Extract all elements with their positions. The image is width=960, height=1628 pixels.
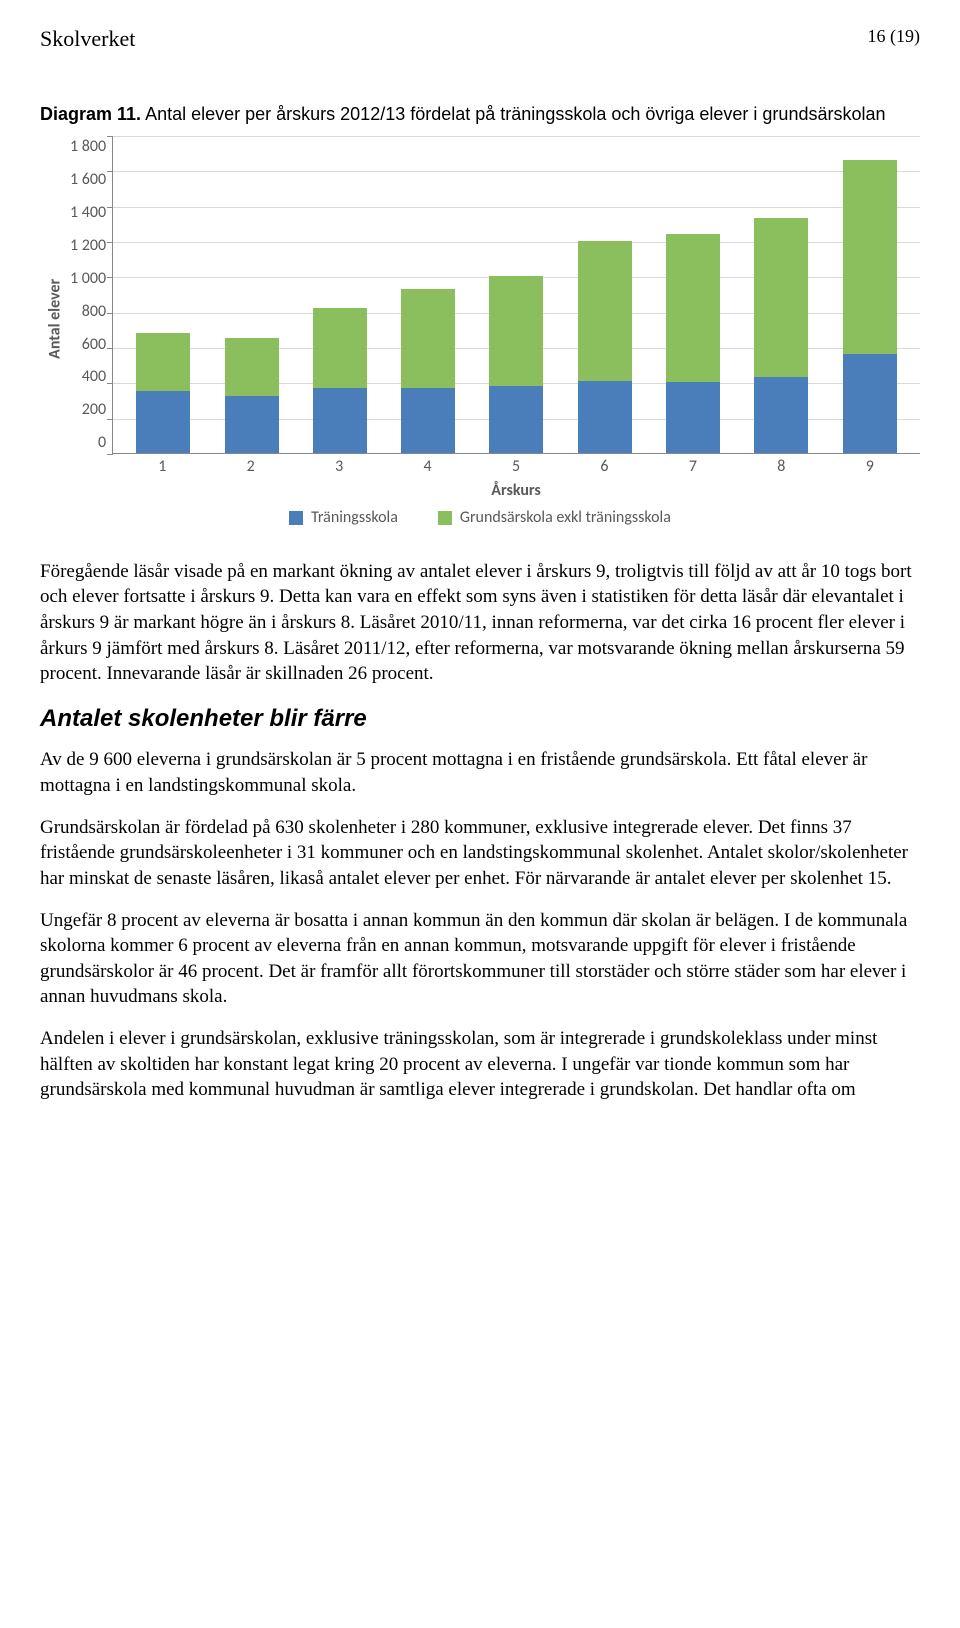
- y-tick-label: 200: [82, 399, 106, 421]
- bar-segment-traningsskola: [225, 396, 279, 453]
- x-tick-label: 5: [489, 456, 543, 478]
- y-tick-mark: [107, 207, 113, 208]
- y-tick-label: 1 200: [70, 235, 106, 257]
- bar-segment-traningsskola: [843, 354, 897, 453]
- gridline: [113, 207, 920, 208]
- y-axis-label-wrap: Antal elever: [40, 136, 70, 501]
- bar: [578, 241, 632, 453]
- bar: [489, 276, 543, 453]
- bar-segment-grundsarskola: [489, 276, 543, 386]
- bar-segment-traningsskola: [666, 382, 720, 453]
- x-tick-label: 1: [135, 456, 189, 478]
- diagram-caption-text: Antal elever per årskurs 2012/13 fördela…: [145, 104, 885, 124]
- bar: [666, 234, 720, 453]
- bar-segment-traningsskola: [754, 377, 808, 453]
- bar-segment-grundsarskola: [754, 218, 808, 377]
- y-tick-label: 400: [82, 366, 106, 388]
- y-axis-label: Antal elever: [44, 279, 66, 359]
- y-tick-label: 1 600: [70, 169, 106, 191]
- bar-segment-traningsskola: [136, 391, 190, 453]
- y-axis-ticks: 1 800 1 600 1 400 1 200 1 000 800 600 400 200 0: [70, 136, 112, 476]
- gridline: [113, 136, 920, 137]
- legend-label-2: Grundsärskola exkl träningsskola: [460, 507, 671, 529]
- y-tick-label: 1 000: [70, 268, 106, 290]
- y-tick-label: 800: [82, 301, 106, 323]
- legend-swatch-blue: [289, 511, 303, 525]
- bar-segment-traningsskola: [578, 381, 632, 453]
- bar: [136, 333, 190, 453]
- bar-segment-traningsskola: [401, 388, 455, 453]
- legend-item-grundsarskola: Grundsärskola exkl träningsskola: [438, 507, 671, 529]
- brand-name: Skolverket: [40, 24, 135, 54]
- paragraph-1: Föregående läsår visade på en markant ök…: [40, 559, 920, 687]
- y-tick-label: 0: [98, 432, 106, 454]
- plot-area: [112, 136, 920, 454]
- x-tick-label: 9: [843, 456, 897, 478]
- bar: [843, 160, 897, 453]
- legend-label-1: Träningsskola: [311, 507, 398, 529]
- page-header: Skolverket 16 (19): [40, 24, 920, 54]
- x-tick-label: 7: [666, 456, 720, 478]
- x-tick-label: 3: [312, 456, 366, 478]
- legend-item-traningsskola: Träningsskola: [289, 507, 398, 529]
- bar-segment-grundsarskola: [666, 234, 720, 382]
- bar: [401, 289, 455, 453]
- x-axis-labels: 1 2 3 4 5 6 7 8 9: [112, 454, 920, 478]
- y-tick-mark: [107, 136, 113, 137]
- x-tick-label: 8: [754, 456, 808, 478]
- bar-segment-grundsarskola: [136, 333, 190, 391]
- diagram-number: Diagram 11.: [40, 104, 141, 124]
- x-tick-label: 6: [577, 456, 631, 478]
- x-tick-label: 2: [224, 456, 278, 478]
- bar-segment-grundsarskola: [843, 160, 897, 354]
- y-tick-mark: [107, 171, 113, 172]
- y-tick-label: 600: [82, 334, 106, 356]
- bar: [754, 218, 808, 453]
- bar-segment-grundsarskola: [401, 289, 455, 388]
- y-tick-mark: [107, 313, 113, 314]
- bar-segment-grundsarskola: [225, 338, 279, 396]
- y-tick-mark: [107, 383, 113, 384]
- y-tick-mark: [107, 419, 113, 420]
- y-tick-mark: [107, 242, 113, 243]
- page-number: 16 (19): [868, 24, 921, 54]
- gridline: [113, 171, 920, 172]
- y-tick-mark: [107, 348, 113, 349]
- bar-segment-grundsarskola: [313, 308, 367, 388]
- paragraph-3: Grundsärskolan är fördelad på 630 skolen…: [40, 815, 920, 892]
- bar: [225, 338, 279, 453]
- x-axis-title: Årskurs: [112, 478, 920, 502]
- section-heading: Antalet skolenheter blir färre: [40, 703, 920, 735]
- diagram-caption: Diagram 11. Antal elever per årskurs 201…: [40, 102, 920, 126]
- paragraph-4: Ungefär 8 procent av eleverna är bosatta…: [40, 908, 920, 1011]
- y-tick-mark: [107, 454, 113, 455]
- x-tick-label: 4: [401, 456, 455, 478]
- y-tick-label: 1 400: [70, 202, 106, 224]
- plot-column: 1 2 3 4 5 6 7 8 9 Årskurs: [112, 136, 920, 501]
- y-tick-label: 1 800: [70, 136, 106, 158]
- bar-segment-traningsskola: [313, 388, 367, 453]
- y-tick-mark: [107, 277, 113, 278]
- chart-legend: Träningsskola Grundsärskola exkl träning…: [40, 507, 920, 529]
- bar-segment-traningsskola: [489, 386, 543, 453]
- legend-swatch-green: [438, 511, 452, 525]
- bar: [313, 308, 367, 453]
- bar-chart: Antal elever 1 8001 6001 4001 2001 00080…: [40, 136, 920, 501]
- bar-segment-grundsarskola: [578, 241, 632, 381]
- paragraph-2: Av de 9 600 eleverna i grundsärskolan är…: [40, 747, 920, 798]
- paragraph-5: Andelen i elever i grundsärskolan, exklu…: [40, 1026, 920, 1103]
